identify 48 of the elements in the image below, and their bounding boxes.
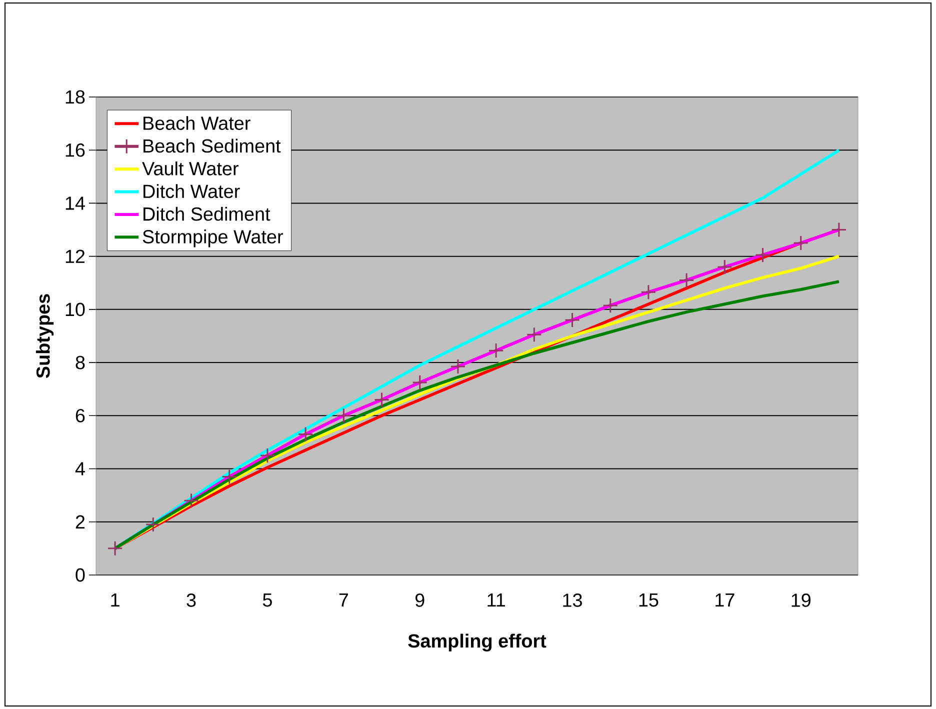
y-tick-label: 2	[76, 515, 85, 528]
legend-label: Beach Sediment	[144, 138, 281, 153]
legend-label: Beach Water	[144, 116, 250, 130]
legend-label: Vault Water	[142, 161, 238, 176]
point	[260, 448, 276, 464]
x-tick-label: 3	[186, 594, 196, 607]
y-tick-label: 0	[76, 568, 85, 582]
y-tick-label: 10	[66, 302, 85, 316]
x-tick-label: 7	[339, 594, 348, 607]
x-tick-label: 5	[262, 594, 272, 607]
x-tick-label: 17	[716, 594, 734, 607]
point	[678, 272, 694, 288]
y-tick-label: 14	[66, 196, 85, 210]
legend-label: Ditch Water	[144, 184, 240, 198]
x-tick-label: 13	[563, 594, 582, 607]
point	[755, 247, 771, 263]
point	[298, 426, 314, 442]
point	[488, 342, 504, 358]
x-axis-title: Sampling effort	[408, 634, 546, 652]
y-tick-label: 18	[66, 90, 85, 104]
legend-label: Ditch Sediment	[144, 206, 270, 221]
y-tick-label: 6	[76, 408, 85, 422]
point	[145, 516, 161, 532]
point	[716, 259, 732, 275]
legend-label: Stormpipe Water	[142, 230, 283, 248]
point	[374, 392, 390, 408]
point	[336, 408, 352, 424]
y-tick-label: 16	[66, 143, 85, 157]
x-tick-label: 1	[111, 594, 120, 607]
point	[184, 492, 200, 508]
point	[793, 235, 809, 251]
point	[526, 326, 542, 342]
y-tick-label: 12	[66, 250, 85, 263]
x-tick-label: 11	[488, 594, 505, 607]
y-tick-label: 8	[76, 356, 85, 370]
y-axis-title: Subtypes	[36, 294, 54, 378]
x-tick-label: 19	[792, 594, 810, 607]
point	[450, 358, 466, 374]
point	[831, 222, 847, 238]
point	[602, 298, 618, 314]
point	[412, 374, 428, 390]
point	[564, 312, 580, 328]
x-tick-label: 9	[415, 594, 424, 607]
point	[222, 468, 238, 484]
x-tick-label: 15	[639, 594, 658, 607]
y-tick-label: 4	[75, 462, 85, 476]
point	[107, 540, 123, 556]
point	[640, 284, 656, 300]
